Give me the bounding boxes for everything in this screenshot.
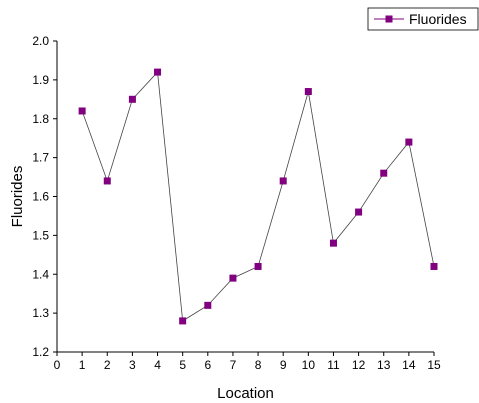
x-tick-label: 14: [402, 358, 416, 372]
x-tick-label: 1: [79, 358, 86, 372]
legend-label: Fluorides: [409, 11, 467, 27]
y-tick-label: 1.6: [32, 190, 49, 204]
y-tick-label: 1.3: [32, 306, 49, 320]
data-point-marker: [254, 262, 262, 270]
x-tick-label: 4: [154, 358, 161, 372]
x-tick-label: 8: [255, 358, 262, 372]
y-tick-label: 1.9: [32, 73, 49, 87]
data-point-marker: [355, 208, 363, 216]
data-point-marker: [204, 301, 212, 309]
series-line-0: [81, 71, 435, 322]
data-point-marker: [154, 68, 162, 76]
x-tick-label: 0: [54, 358, 61, 372]
legend-box: [367, 7, 479, 31]
x-tick-label: 12: [352, 358, 366, 372]
axes: [56, 41, 434, 353]
x-tick-label: 7: [230, 358, 237, 372]
data-point-marker: [405, 138, 413, 146]
x-axis-title: Location: [217, 385, 274, 402]
x-tick-label: 2: [104, 358, 111, 372]
x-tick-label: 13: [377, 358, 391, 372]
y-axis-title: Fluorides: [9, 166, 26, 228]
legend: Fluorides: [367, 7, 479, 31]
x-ticks: 0 1 2 3 4 5 6 7 8 9 10 11 12 13 14 15: [54, 352, 441, 372]
y-tick-label: 1.5: [32, 228, 49, 242]
legend-marker-swatch: [385, 15, 393, 23]
data-point-marker: [229, 274, 237, 282]
y-tick-label: 1.8: [32, 112, 49, 126]
data-point-marker: [128, 95, 136, 103]
data-point-marker: [179, 317, 187, 325]
series-layer: [78, 68, 438, 325]
x-tick-label: 10: [302, 358, 316, 372]
x-tick-label: 11: [327, 358, 340, 372]
x-tick-label: 3: [129, 358, 136, 372]
data-point-marker: [304, 88, 312, 96]
y-tick-label: 1.4: [32, 267, 49, 281]
y-ticks: 1.2 1.3 1.4 1.5 1.6 1.7 1.8 1.9 2.0: [32, 34, 57, 359]
y-tick-label: 2.0: [32, 34, 49, 48]
y-tick-label: 1.7: [32, 151, 49, 165]
x-tick-label: 6: [204, 358, 211, 372]
data-point-marker: [103, 177, 111, 185]
data-point-marker: [329, 239, 337, 247]
x-tick-label: 5: [179, 358, 186, 372]
data-point-marker: [78, 107, 86, 115]
data-point-marker: [279, 177, 287, 185]
x-tick-label: 9: [280, 358, 287, 372]
x-tick-label: 15: [427, 358, 441, 372]
data-point-marker: [380, 169, 388, 177]
data-point-marker: [430, 262, 438, 270]
y-tick-label: 1.2: [32, 345, 49, 359]
